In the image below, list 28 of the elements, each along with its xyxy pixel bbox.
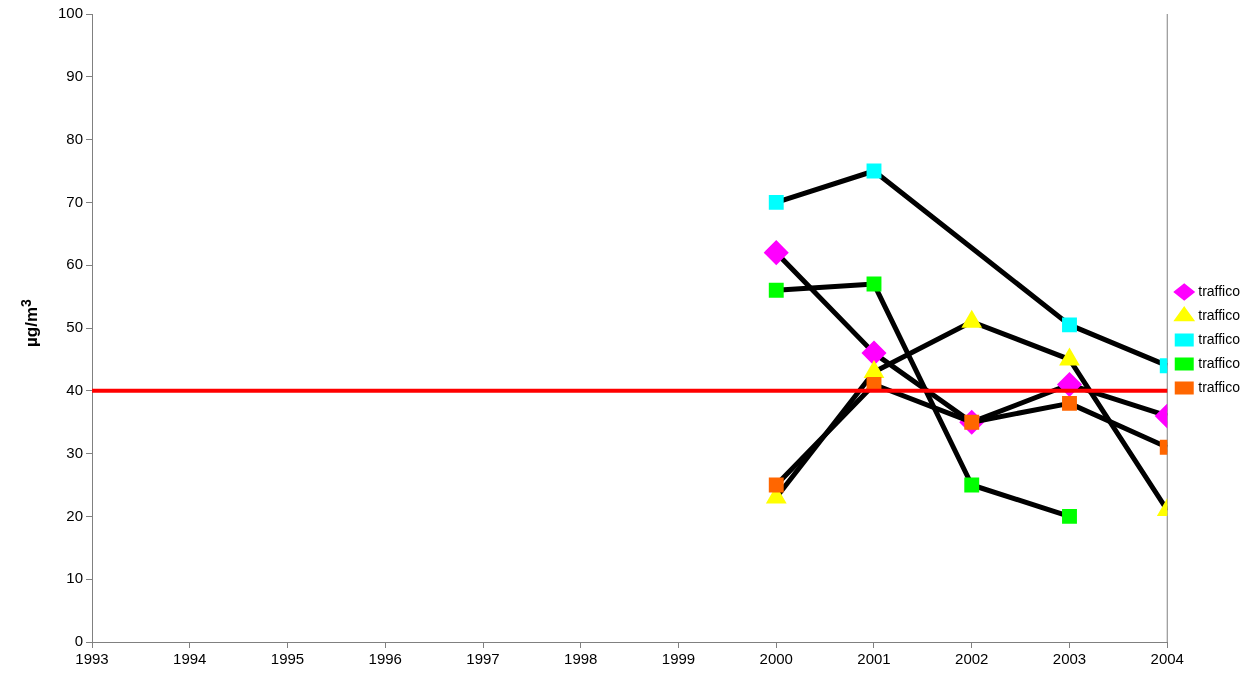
x-tick-label: 1995 <box>270 650 305 668</box>
y-tick-label: 20 <box>66 506 84 524</box>
y-tick-label: 30 <box>66 443 84 461</box>
legend-label: traffico <box>1198 282 1241 299</box>
y-tick-label: 0 <box>74 632 84 650</box>
legend-label: traffico <box>1198 306 1241 323</box>
x-tick-label: 2004 <box>1150 650 1184 668</box>
y-tick-label: 80 <box>66 129 84 147</box>
y-tick-label: 10 <box>66 569 84 587</box>
x-tick-label: 2001 <box>857 650 891 668</box>
x-tick-label: 1997 <box>466 650 500 668</box>
y-tick-label: 40 <box>66 380 84 398</box>
x-tick-label: 2000 <box>759 650 793 668</box>
x-tick-label: 1998 <box>564 650 598 668</box>
legend-label: traffico <box>1198 354 1241 371</box>
y-tick-label: 60 <box>66 255 84 273</box>
x-tick-label: 1993 <box>75 650 109 668</box>
x-tick-label: 2003 <box>1052 650 1087 668</box>
y-tick-label: 90 <box>66 66 84 84</box>
y-tick-label: 70 <box>66 192 84 210</box>
x-tick-label: 1996 <box>368 650 402 668</box>
legend-label: traffico <box>1198 330 1241 347</box>
x-tick-label: 1994 <box>173 650 207 668</box>
y-tick-label: 100 <box>58 4 84 22</box>
x-tick-label: 1999 <box>661 650 696 668</box>
y-tick-label: 50 <box>66 318 84 336</box>
legend-label: traffico <box>1198 378 1241 395</box>
x-tick-label: 2002 <box>955 650 989 668</box>
